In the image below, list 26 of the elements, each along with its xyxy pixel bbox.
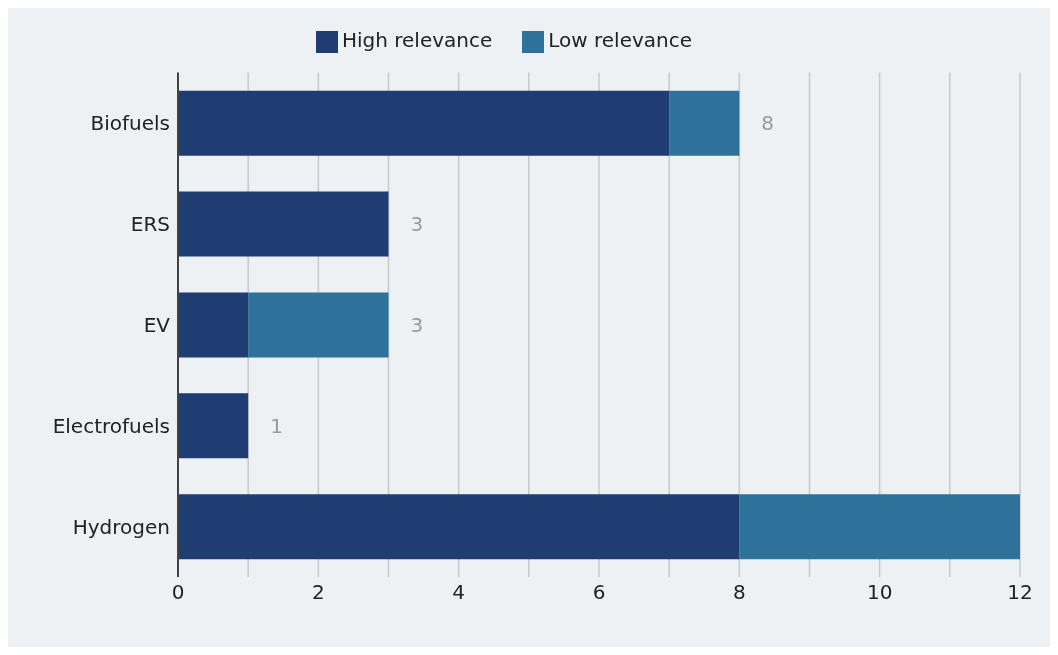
x-tick-label: 0	[171, 580, 185, 605]
legend-label: Low relevance	[548, 28, 693, 52]
y-tick-label: Hydrogen	[72, 514, 170, 539]
x-tick-label: 4	[452, 580, 466, 605]
bar	[739, 494, 1020, 560]
x-tick-label: 2	[311, 580, 325, 605]
bar	[178, 191, 389, 257]
total-label: 8	[761, 111, 775, 136]
total-label: 3	[410, 212, 424, 237]
x-tick-label: 8	[732, 580, 746, 605]
bar	[178, 494, 740, 560]
x-tick-label: 12	[1007, 580, 1033, 605]
total-label: 1	[270, 413, 283, 438]
y-tick-label: ERS	[130, 211, 170, 236]
y-tick-label: Biofuels	[90, 111, 170, 136]
total-label: 3	[410, 312, 424, 337]
x-tick-label: 6	[592, 580, 606, 605]
bar	[669, 90, 740, 156]
y-tick-label: Electrofuels	[52, 413, 170, 438]
y-tick-label: EV	[143, 312, 171, 337]
bar	[178, 90, 670, 156]
bar	[178, 393, 249, 459]
legend-label: High relevance	[341, 28, 493, 52]
x-tick-label: 10	[866, 580, 893, 605]
bar	[248, 292, 389, 358]
bar	[178, 292, 249, 358]
